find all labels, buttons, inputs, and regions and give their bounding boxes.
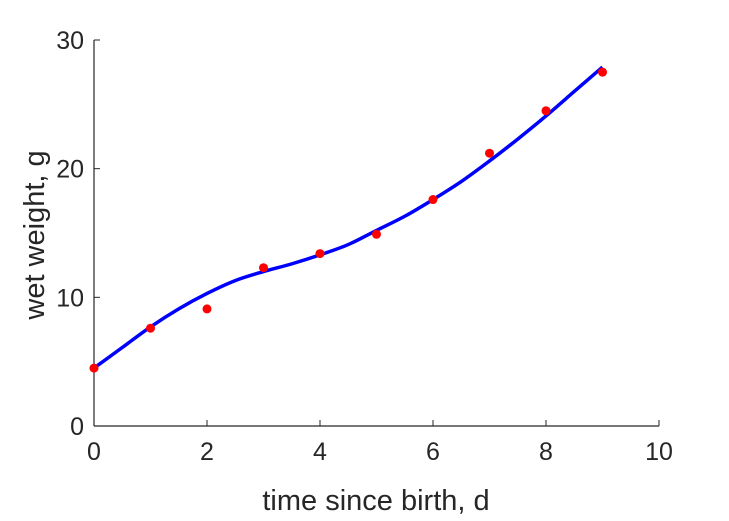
data-point	[259, 263, 268, 273]
x-axis	[93, 420, 660, 427]
x-axis-label: time since birth, d	[262, 485, 489, 517]
data-point	[202, 304, 212, 314]
fit-line	[92, 65, 604, 370]
y-axis-label: wet weight, g	[19, 150, 51, 320]
data-point	[485, 148, 494, 158]
y-tick-label: 20	[56, 156, 84, 184]
y-tick-label: 0	[70, 413, 84, 441]
x-tick-label: 2	[200, 438, 214, 466]
data-point	[89, 363, 99, 373]
y-tick-label: 10	[56, 284, 84, 312]
x-tick-label: 4	[313, 438, 327, 466]
x-tick-label: 10	[645, 438, 673, 466]
tick-labels: 0 2 4 6 8 10 0 10 20 30	[56, 27, 673, 466]
x-tick-label: 0	[87, 438, 101, 466]
data-point	[598, 67, 607, 77]
y-tick-label: 30	[56, 27, 84, 55]
data-point	[146, 323, 155, 333]
plot-area	[89, 65, 607, 373]
data-point	[315, 249, 325, 259]
x-tick-label: 8	[539, 438, 553, 466]
x-tick-label: 6	[426, 438, 440, 466]
data-point	[428, 195, 438, 205]
data-point	[541, 106, 551, 116]
data-point	[372, 229, 381, 239]
